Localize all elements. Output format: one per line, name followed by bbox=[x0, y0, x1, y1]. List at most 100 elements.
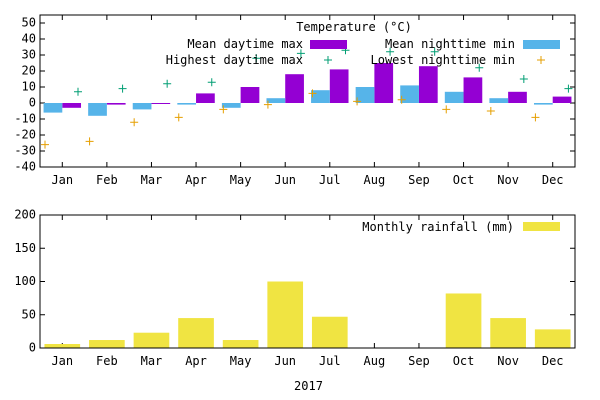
bar-rainfall bbox=[490, 318, 526, 348]
point-lowest-min bbox=[442, 105, 451, 114]
x-tick-label: Mar bbox=[141, 354, 163, 368]
point-lowest-min bbox=[41, 140, 49, 149]
x-tick-label: Jan bbox=[51, 173, 73, 187]
plot-frame bbox=[39, 214, 576, 349]
x-tick-label: Feb bbox=[96, 354, 118, 368]
bar-mean-min bbox=[221, 103, 241, 108]
y-tick-label: -40 bbox=[14, 160, 36, 174]
y-tick-label: 200 bbox=[14, 208, 36, 222]
bar-rainfall bbox=[311, 316, 348, 348]
x-tick-label: Apr bbox=[185, 354, 207, 368]
bar-mean-min bbox=[132, 103, 152, 110]
point-lowest-min bbox=[531, 113, 540, 122]
x-tick-label: Jun bbox=[274, 354, 296, 368]
x-tick-label: Oct bbox=[453, 173, 475, 187]
x-tick-label: Nov bbox=[497, 354, 519, 368]
bar-mean-min bbox=[400, 85, 419, 103]
bar-mean-max bbox=[240, 87, 260, 103]
point-lowest-min bbox=[219, 105, 228, 114]
legend-label: Highest daytime max bbox=[166, 53, 303, 67]
point-highest-max bbox=[430, 47, 439, 56]
bar-mean-min bbox=[88, 103, 107, 116]
x-tick-label: Jul bbox=[319, 173, 341, 187]
bar-rainfall bbox=[89, 340, 125, 348]
point-lowest-min bbox=[263, 100, 272, 109]
y-tick-label: 150 bbox=[14, 241, 36, 255]
point-highest-max bbox=[564, 84, 573, 93]
bar-mean-min bbox=[43, 103, 63, 113]
point-lowest-min bbox=[174, 113, 183, 122]
bar-mean-max bbox=[552, 96, 572, 103]
x-tick-label: Aug bbox=[364, 354, 386, 368]
x-tick-label: Jun bbox=[274, 173, 296, 187]
x-tick-label: Oct bbox=[453, 354, 475, 368]
x-tick-label: Dec bbox=[542, 354, 564, 368]
y-tick-label: 20 bbox=[22, 64, 36, 78]
bar-rainfall bbox=[267, 281, 304, 348]
bar-mean-max bbox=[106, 103, 126, 105]
point-lowest-min bbox=[397, 95, 406, 104]
x-tick-label: Sep bbox=[408, 354, 430, 368]
y-tick-label: 40 bbox=[22, 32, 36, 46]
bar-mean-min bbox=[177, 103, 197, 105]
point-highest-max bbox=[118, 84, 127, 93]
y-tick-label: 10 bbox=[22, 80, 36, 94]
bar-mean-max bbox=[151, 103, 171, 104]
bar-rainfall bbox=[178, 318, 214, 348]
y-tick-label: 0 bbox=[29, 96, 36, 110]
point-highest-max bbox=[252, 54, 261, 63]
bar-mean-max bbox=[62, 103, 82, 108]
point-lowest-min bbox=[486, 107, 495, 115]
point-lowest-min bbox=[308, 89, 317, 98]
bar-rainfall bbox=[133, 332, 170, 348]
y-tick-label: 30 bbox=[22, 48, 36, 62]
legend-swatch bbox=[523, 40, 560, 49]
x-tick-label: Sep bbox=[408, 173, 430, 187]
point-highest-max bbox=[163, 79, 172, 88]
x-tick-label: May bbox=[230, 173, 252, 187]
y-tick-label: 50 bbox=[22, 307, 36, 321]
bar-mean-min bbox=[533, 103, 553, 105]
point-highest-max bbox=[519, 75, 528, 83]
point-lowest-min bbox=[85, 137, 94, 146]
chart-title: Temperature (°C) bbox=[296, 20, 412, 34]
legend-marker bbox=[324, 56, 332, 64]
bar-mean-min bbox=[266, 98, 286, 103]
bar-rainfall bbox=[445, 293, 482, 348]
point-highest-max bbox=[475, 63, 484, 72]
plot-frame bbox=[39, 14, 576, 168]
point-highest-max bbox=[207, 78, 216, 87]
legend: Mean daytime max Mean nighttime min Highes… bbox=[166, 37, 560, 67]
bar-mean-min bbox=[355, 87, 375, 103]
y-tick-label: -20 bbox=[14, 128, 36, 142]
bar-mean-min bbox=[311, 90, 330, 103]
x-tick-label: Nov bbox=[497, 173, 519, 187]
bar-mean-min bbox=[489, 98, 509, 103]
x-tick-label: Jan bbox=[51, 354, 73, 368]
point-lowest-min bbox=[130, 118, 139, 127]
x-tick-label: Mar bbox=[141, 173, 163, 187]
x-tick-label: Feb bbox=[96, 173, 118, 187]
x-tick-label: Apr bbox=[185, 173, 207, 187]
y-tick-label: -10 bbox=[14, 112, 36, 126]
legend: Monthly rainfall (mm) bbox=[362, 220, 560, 234]
legend-label: Monthly rainfall (mm) bbox=[362, 220, 514, 234]
bar-rainfall bbox=[44, 344, 81, 348]
x-tick-label: Jul bbox=[319, 354, 341, 368]
legend-label: Lowest nighttime min bbox=[371, 53, 516, 67]
legend-swatch bbox=[310, 40, 347, 49]
bar-mean-max bbox=[196, 93, 215, 103]
legend-marker bbox=[537, 56, 545, 64]
point-highest-max bbox=[386, 47, 395, 56]
legend-label: Mean nighttime min bbox=[385, 37, 515, 51]
rainfall-panel: 0 50 100 150 200 Jan Feb Mar Apr May Jun Jul Aug Sep O… bbox=[14, 208, 576, 393]
legend-label: Mean daytime max bbox=[187, 37, 303, 51]
x-tick-label: Dec bbox=[542, 173, 564, 187]
bar-mean-max bbox=[418, 66, 438, 103]
bar-mean-max bbox=[374, 63, 394, 103]
bar-mean-min bbox=[444, 91, 464, 103]
bar-mean-max bbox=[329, 69, 349, 103]
temperature-panel: -40 -30 -20 -10 0 10 20 30 40 50 Jan Feb Mar Apr May Ju… bbox=[14, 14, 576, 187]
y-tick-label: 50 bbox=[22, 16, 36, 30]
